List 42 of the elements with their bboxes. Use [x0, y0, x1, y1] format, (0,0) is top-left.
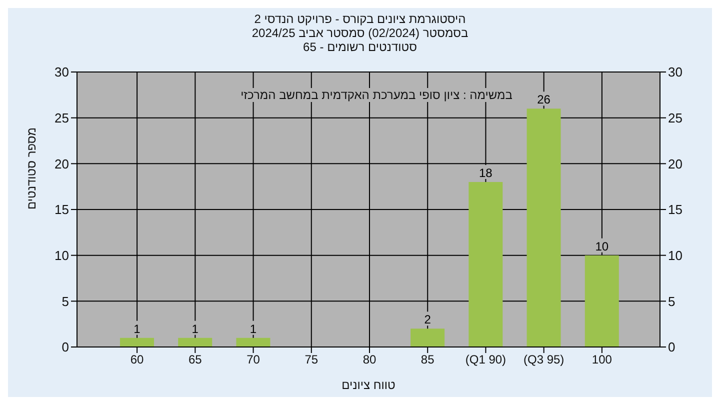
y2-tick-label: 0 [668, 340, 676, 355]
y-tick-label: 15 [54, 202, 69, 218]
y-tick-label: 25 [54, 110, 69, 126]
bar [236, 338, 270, 347]
annotation: במשימה : ציון סופי במערכת האקדמית במחשב המרכזי [238, 88, 516, 102]
x-tick-label: (Q3 95) [523, 352, 564, 367]
y2-tick-label: 15 [668, 202, 682, 218]
bar [410, 328, 445, 347]
data-label: 1 [250, 322, 257, 336]
data-label: 2 [424, 312, 432, 327]
bar [468, 182, 503, 347]
data-label: 1 [192, 322, 199, 336]
y2-tick-label: 20 [668, 156, 682, 172]
x-tick-label: 65 [188, 352, 202, 367]
bar [584, 255, 619, 347]
bar [178, 338, 212, 347]
bar [526, 108, 561, 347]
y2-tick-label: 10 [668, 248, 682, 263]
x-tick-label: (Q1 90) [465, 352, 506, 367]
y-tick-label: 20 [54, 156, 69, 172]
x-axis-title: טווח ציונים [342, 378, 396, 392]
y2-tick-label: 30 [668, 64, 682, 80]
y-axis-title: מספר סטודנטים [24, 127, 38, 210]
chart-subtitle: בסמסטר (02/2024) סמסטר אביב 2024/25 סטודנטים רשומים - 65 [250, 26, 470, 54]
chart-title: היסטוגרמת ציונים בקורס - פרויקט הנדסי 2 [253, 12, 467, 26]
x-tick-label: 75 [304, 352, 318, 367]
y-tick-label: 0 [62, 340, 69, 355]
data-label: 18 [478, 166, 493, 180]
y-tick-label: 30 [54, 64, 69, 80]
x-tick-label: 70 [246, 352, 260, 367]
data-label: 1 [134, 322, 141, 336]
data-label: 10 [595, 239, 609, 254]
x-tick-label: 100 [592, 352, 612, 367]
x-tick-label: 60 [130, 352, 144, 367]
y-tick-label: 10 [54, 248, 69, 263]
y2-tick-label: 25 [668, 110, 682, 126]
x-tick-label: 80 [362, 352, 376, 367]
data-label: 26 [537, 92, 551, 107]
bar [120, 338, 154, 347]
y-tick-label: 5 [62, 294, 69, 309]
y2-tick-label: 5 [668, 294, 676, 309]
x-tick-label: 85 [420, 352, 435, 367]
